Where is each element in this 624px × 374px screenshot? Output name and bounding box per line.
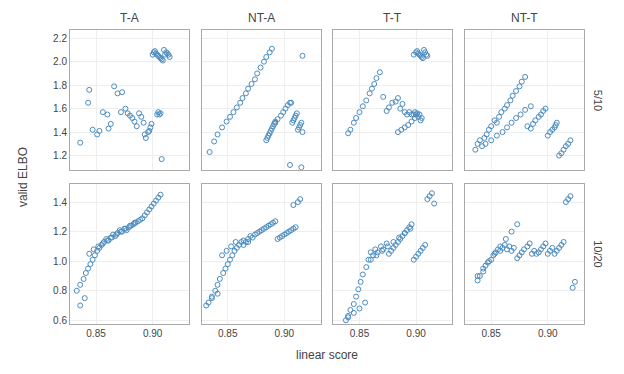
svg-text:1.4: 1.4 xyxy=(53,127,67,138)
svg-text:0.6: 0.6 xyxy=(53,315,67,326)
svg-text:0.90: 0.90 xyxy=(406,328,426,339)
svg-text:1.2: 1.2 xyxy=(53,226,67,237)
svg-text:0.90: 0.90 xyxy=(538,328,558,339)
svg-text:0.85: 0.85 xyxy=(481,328,501,339)
svg-text:1.6: 1.6 xyxy=(53,103,67,114)
svg-text:valid ELBO: valid ELBO xyxy=(16,147,30,207)
svg-text:5/10: 5/10 xyxy=(592,90,604,111)
svg-text:NT-A: NT-A xyxy=(248,11,275,25)
svg-text:2.2: 2.2 xyxy=(53,33,67,44)
svg-text:0.85: 0.85 xyxy=(86,328,106,339)
svg-text:0.90: 0.90 xyxy=(143,328,163,339)
svg-text:1.8: 1.8 xyxy=(53,80,67,91)
svg-text:0.85: 0.85 xyxy=(218,328,238,339)
svg-text:linear score: linear score xyxy=(296,348,358,362)
svg-text:1.0: 1.0 xyxy=(53,256,67,267)
svg-text:0.85: 0.85 xyxy=(350,328,370,339)
svg-text:NT-T: NT-T xyxy=(511,11,538,25)
svg-text:T-T: T-T xyxy=(383,11,402,25)
svg-text:10/20: 10/20 xyxy=(592,240,604,268)
svg-text:0.8: 0.8 xyxy=(53,285,67,296)
svg-text:0.90: 0.90 xyxy=(275,328,295,339)
svg-text:1.4: 1.4 xyxy=(53,197,67,208)
svg-text:T-A: T-A xyxy=(120,11,139,25)
svg-text:1.2: 1.2 xyxy=(53,150,67,161)
svg-text:2.0: 2.0 xyxy=(53,56,67,67)
